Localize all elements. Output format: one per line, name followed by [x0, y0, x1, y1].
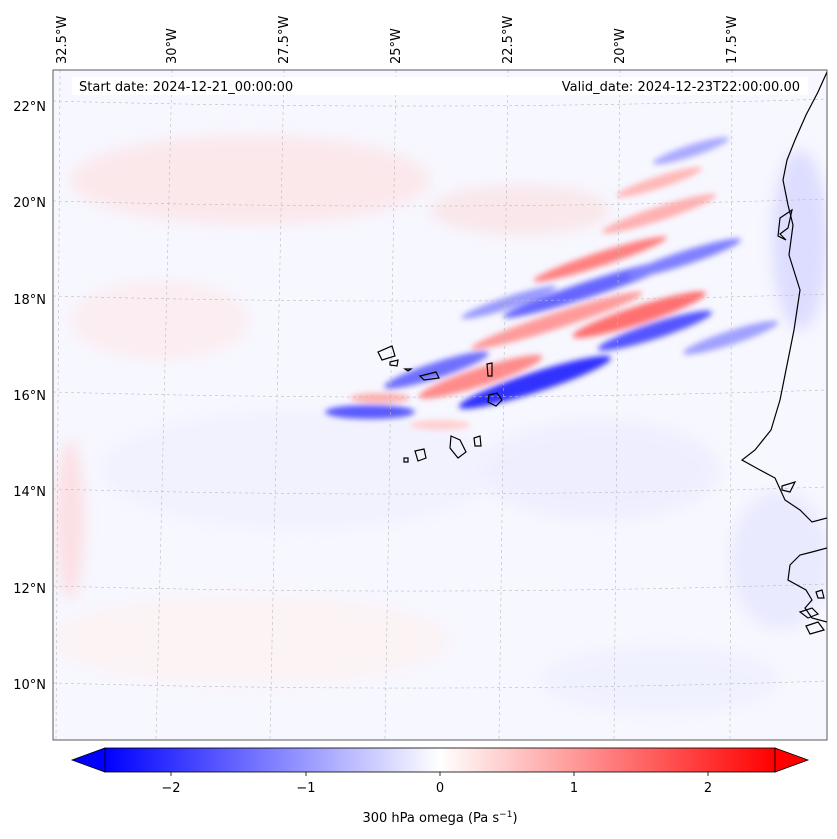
island-santiago — [449, 435, 467, 459]
lon-label-22-5w: 22.5°W — [501, 16, 516, 64]
map-frame — [52, 69, 828, 741]
colorbar-tick-marks — [170, 772, 709, 776]
longitude-labels: 32.5°W 30°W 27.5°W 25°W 22.5°W 20°W 17.5… — [55, 16, 740, 64]
graticule — [53, 70, 827, 740]
omega-wave-train — [325, 137, 779, 430]
lon-label-17-5w: 17.5°W — [725, 16, 740, 64]
start-date-text: Start date: 2024-12-21_00:00:00 — [79, 80, 293, 95]
colorbar: −2 −1 0 1 2 300 hPa omega (Pa s−1) — [70, 747, 810, 826]
west-sahara-inlet — [777, 208, 793, 241]
colorbar-extend-right — [774, 747, 810, 773]
colorbar-tick-label: 1 — [570, 781, 578, 796]
lat-label-14n: 14°N — [13, 485, 46, 500]
lon-label-25w: 25°W — [389, 28, 404, 64]
omega-field-broad — [53, 135, 827, 715]
island-sal — [486, 362, 493, 377]
africa-coastline — [740, 71, 827, 523]
africa-coast-south — [787, 547, 827, 623]
guinea-islands — [798, 589, 826, 635]
map-panel: Start date: 2024-12-21_00:00:00 Valid_da… — [53, 70, 827, 740]
island-maio — [473, 435, 482, 447]
coastlines — [377, 71, 827, 635]
lon-label-27-5w: 27.5°W — [277, 16, 292, 64]
island-santa-luzia — [403, 368, 413, 372]
lat-label-18n: 18°N — [13, 293, 46, 308]
colorbar-label-main: 300 hPa omega (Pa s — [362, 811, 499, 826]
lon-label-32-5w: 32.5°W — [55, 16, 70, 64]
island-sao-nicolau — [418, 371, 440, 381]
lat-label-10n: 10°N — [13, 678, 46, 693]
colorbar-tick-label: −1 — [296, 781, 315, 796]
colorbar-tick-label: 0 — [436, 781, 444, 796]
lat-label-12n: 12°N — [13, 582, 46, 597]
island-santo-antao — [377, 345, 396, 361]
colorbar-label-exponent: −1 — [499, 810, 512, 820]
island-sao-vicente — [389, 359, 399, 367]
colorbar-body — [104, 747, 776, 773]
colorbar-tick-label: 2 — [704, 781, 712, 796]
lat-label-22n: 22°N — [13, 100, 46, 115]
lat-label-20n: 20°N — [13, 196, 46, 211]
colorbar-label-close: ) — [512, 811, 517, 826]
lon-label-30w: 30°W — [165, 28, 180, 64]
island-boa-vista — [487, 392, 503, 407]
colorbar-tick-label: −2 — [161, 781, 180, 796]
valid-date-text: Valid_date: 2024-12-23T22:00:00.00 — [562, 80, 800, 95]
colorbar-label: 300 hPa omega (Pa s−1) — [362, 810, 517, 826]
lat-label-16n: 16°N — [13, 389, 46, 404]
island-brava — [403, 457, 409, 463]
header-bar — [72, 77, 808, 95]
colorbar-extend-left — [70, 747, 106, 773]
latitude-labels: 22°N 20°N 18°N 16°N 14°N 12°N 10°N — [13, 100, 46, 693]
dakar-area — [781, 481, 797, 493]
lon-label-20w: 20°W — [613, 28, 628, 64]
island-fogo — [414, 448, 427, 462]
